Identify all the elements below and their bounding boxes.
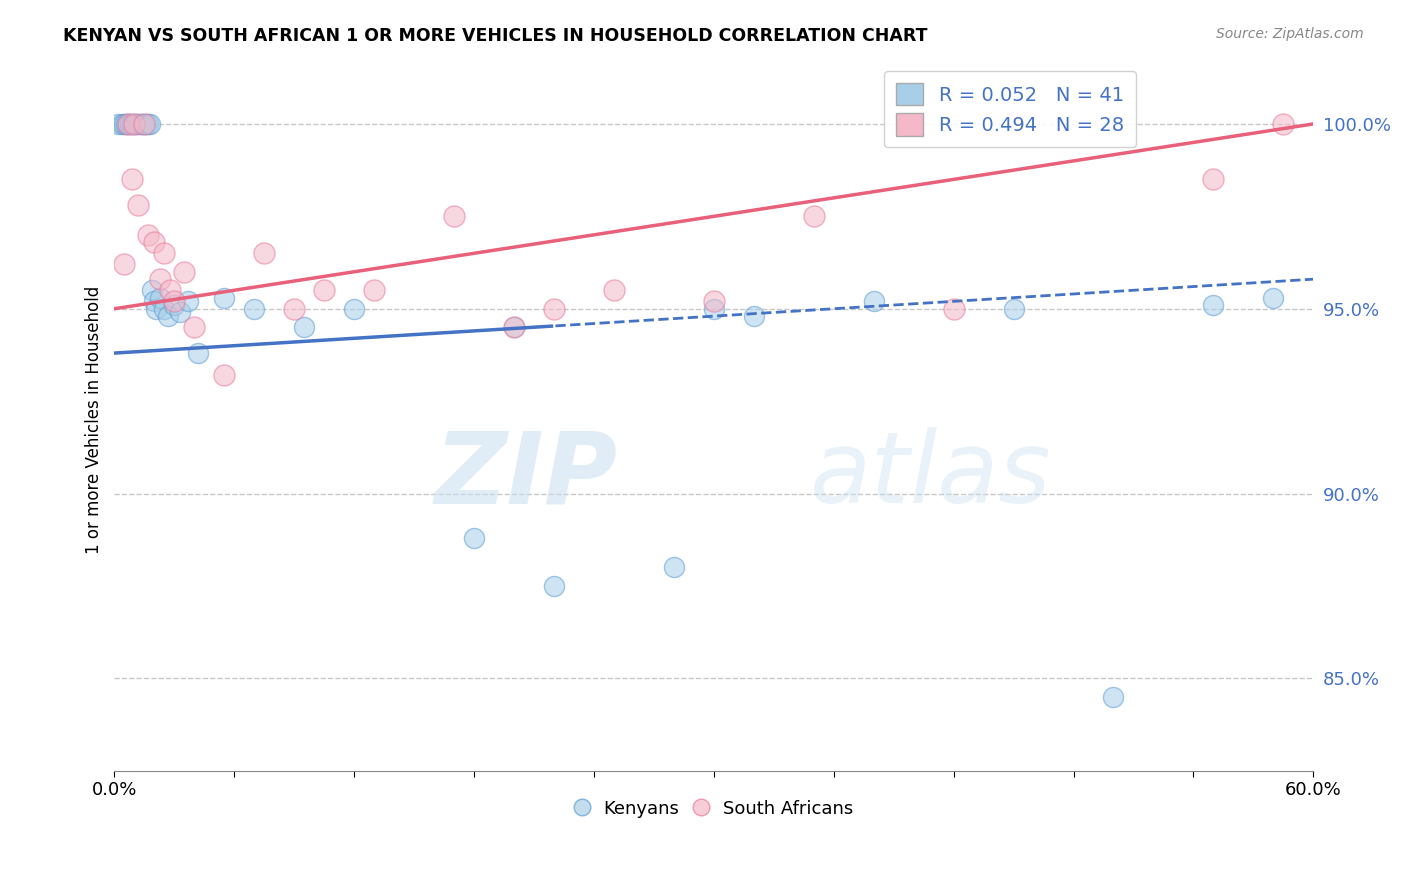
Point	[131, 117, 153, 131]
Point	[343, 301, 366, 316]
Text: ZIP: ZIP	[434, 427, 617, 524]
Point	[1202, 172, 1225, 186]
Point	[153, 246, 176, 260]
Point	[124, 117, 146, 131]
Point	[463, 531, 485, 545]
Point	[121, 172, 143, 186]
Point	[143, 294, 166, 309]
Point	[703, 301, 725, 316]
Point	[543, 579, 565, 593]
Point	[503, 320, 526, 334]
Point	[1102, 690, 1125, 704]
Point	[120, 117, 142, 131]
Point	[139, 117, 162, 131]
Point	[157, 309, 180, 323]
Point	[127, 198, 149, 212]
Point	[942, 301, 965, 316]
Point	[363, 283, 385, 297]
Point	[163, 298, 186, 312]
Point	[742, 309, 765, 323]
Point	[117, 117, 139, 131]
Point	[253, 246, 276, 260]
Point	[243, 301, 266, 316]
Point	[292, 320, 315, 334]
Point	[125, 117, 148, 131]
Point	[135, 117, 157, 131]
Point	[183, 320, 205, 334]
Point	[134, 117, 156, 131]
Point	[1263, 291, 1285, 305]
Point	[143, 235, 166, 250]
Point	[1272, 117, 1295, 131]
Point	[314, 283, 336, 297]
Text: atlas: atlas	[810, 427, 1052, 524]
Point	[134, 117, 156, 131]
Y-axis label: 1 or more Vehicles in Household: 1 or more Vehicles in Household	[86, 285, 103, 554]
Point	[121, 117, 143, 131]
Point	[138, 227, 160, 242]
Point	[862, 294, 884, 309]
Point	[1002, 301, 1025, 316]
Point	[112, 117, 135, 131]
Point	[111, 117, 134, 131]
Point	[177, 294, 200, 309]
Point	[141, 283, 163, 297]
Point	[214, 291, 236, 305]
Point	[703, 294, 725, 309]
Text: Source: ZipAtlas.com: Source: ZipAtlas.com	[1216, 27, 1364, 41]
Legend: Kenyans, South Africans: Kenyans, South Africans	[568, 792, 860, 825]
Point	[145, 301, 167, 316]
Point	[153, 301, 176, 316]
Point	[173, 265, 195, 279]
Point	[214, 368, 236, 383]
Point	[662, 560, 685, 574]
Point	[127, 117, 149, 131]
Point	[187, 346, 209, 360]
Point	[283, 301, 305, 316]
Point	[138, 117, 160, 131]
Point	[159, 283, 181, 297]
Point	[129, 117, 152, 131]
Point	[149, 272, 172, 286]
Point	[163, 294, 186, 309]
Point	[115, 117, 138, 131]
Point	[543, 301, 565, 316]
Point	[117, 117, 139, 131]
Point	[603, 283, 626, 297]
Point	[124, 117, 146, 131]
Point	[169, 305, 191, 319]
Point	[803, 210, 825, 224]
Point	[1202, 298, 1225, 312]
Point	[503, 320, 526, 334]
Point	[107, 117, 129, 131]
Point	[443, 210, 465, 224]
Text: KENYAN VS SOUTH AFRICAN 1 OR MORE VEHICLES IN HOUSEHOLD CORRELATION CHART: KENYAN VS SOUTH AFRICAN 1 OR MORE VEHICL…	[63, 27, 928, 45]
Point	[112, 257, 135, 271]
Point	[149, 291, 172, 305]
